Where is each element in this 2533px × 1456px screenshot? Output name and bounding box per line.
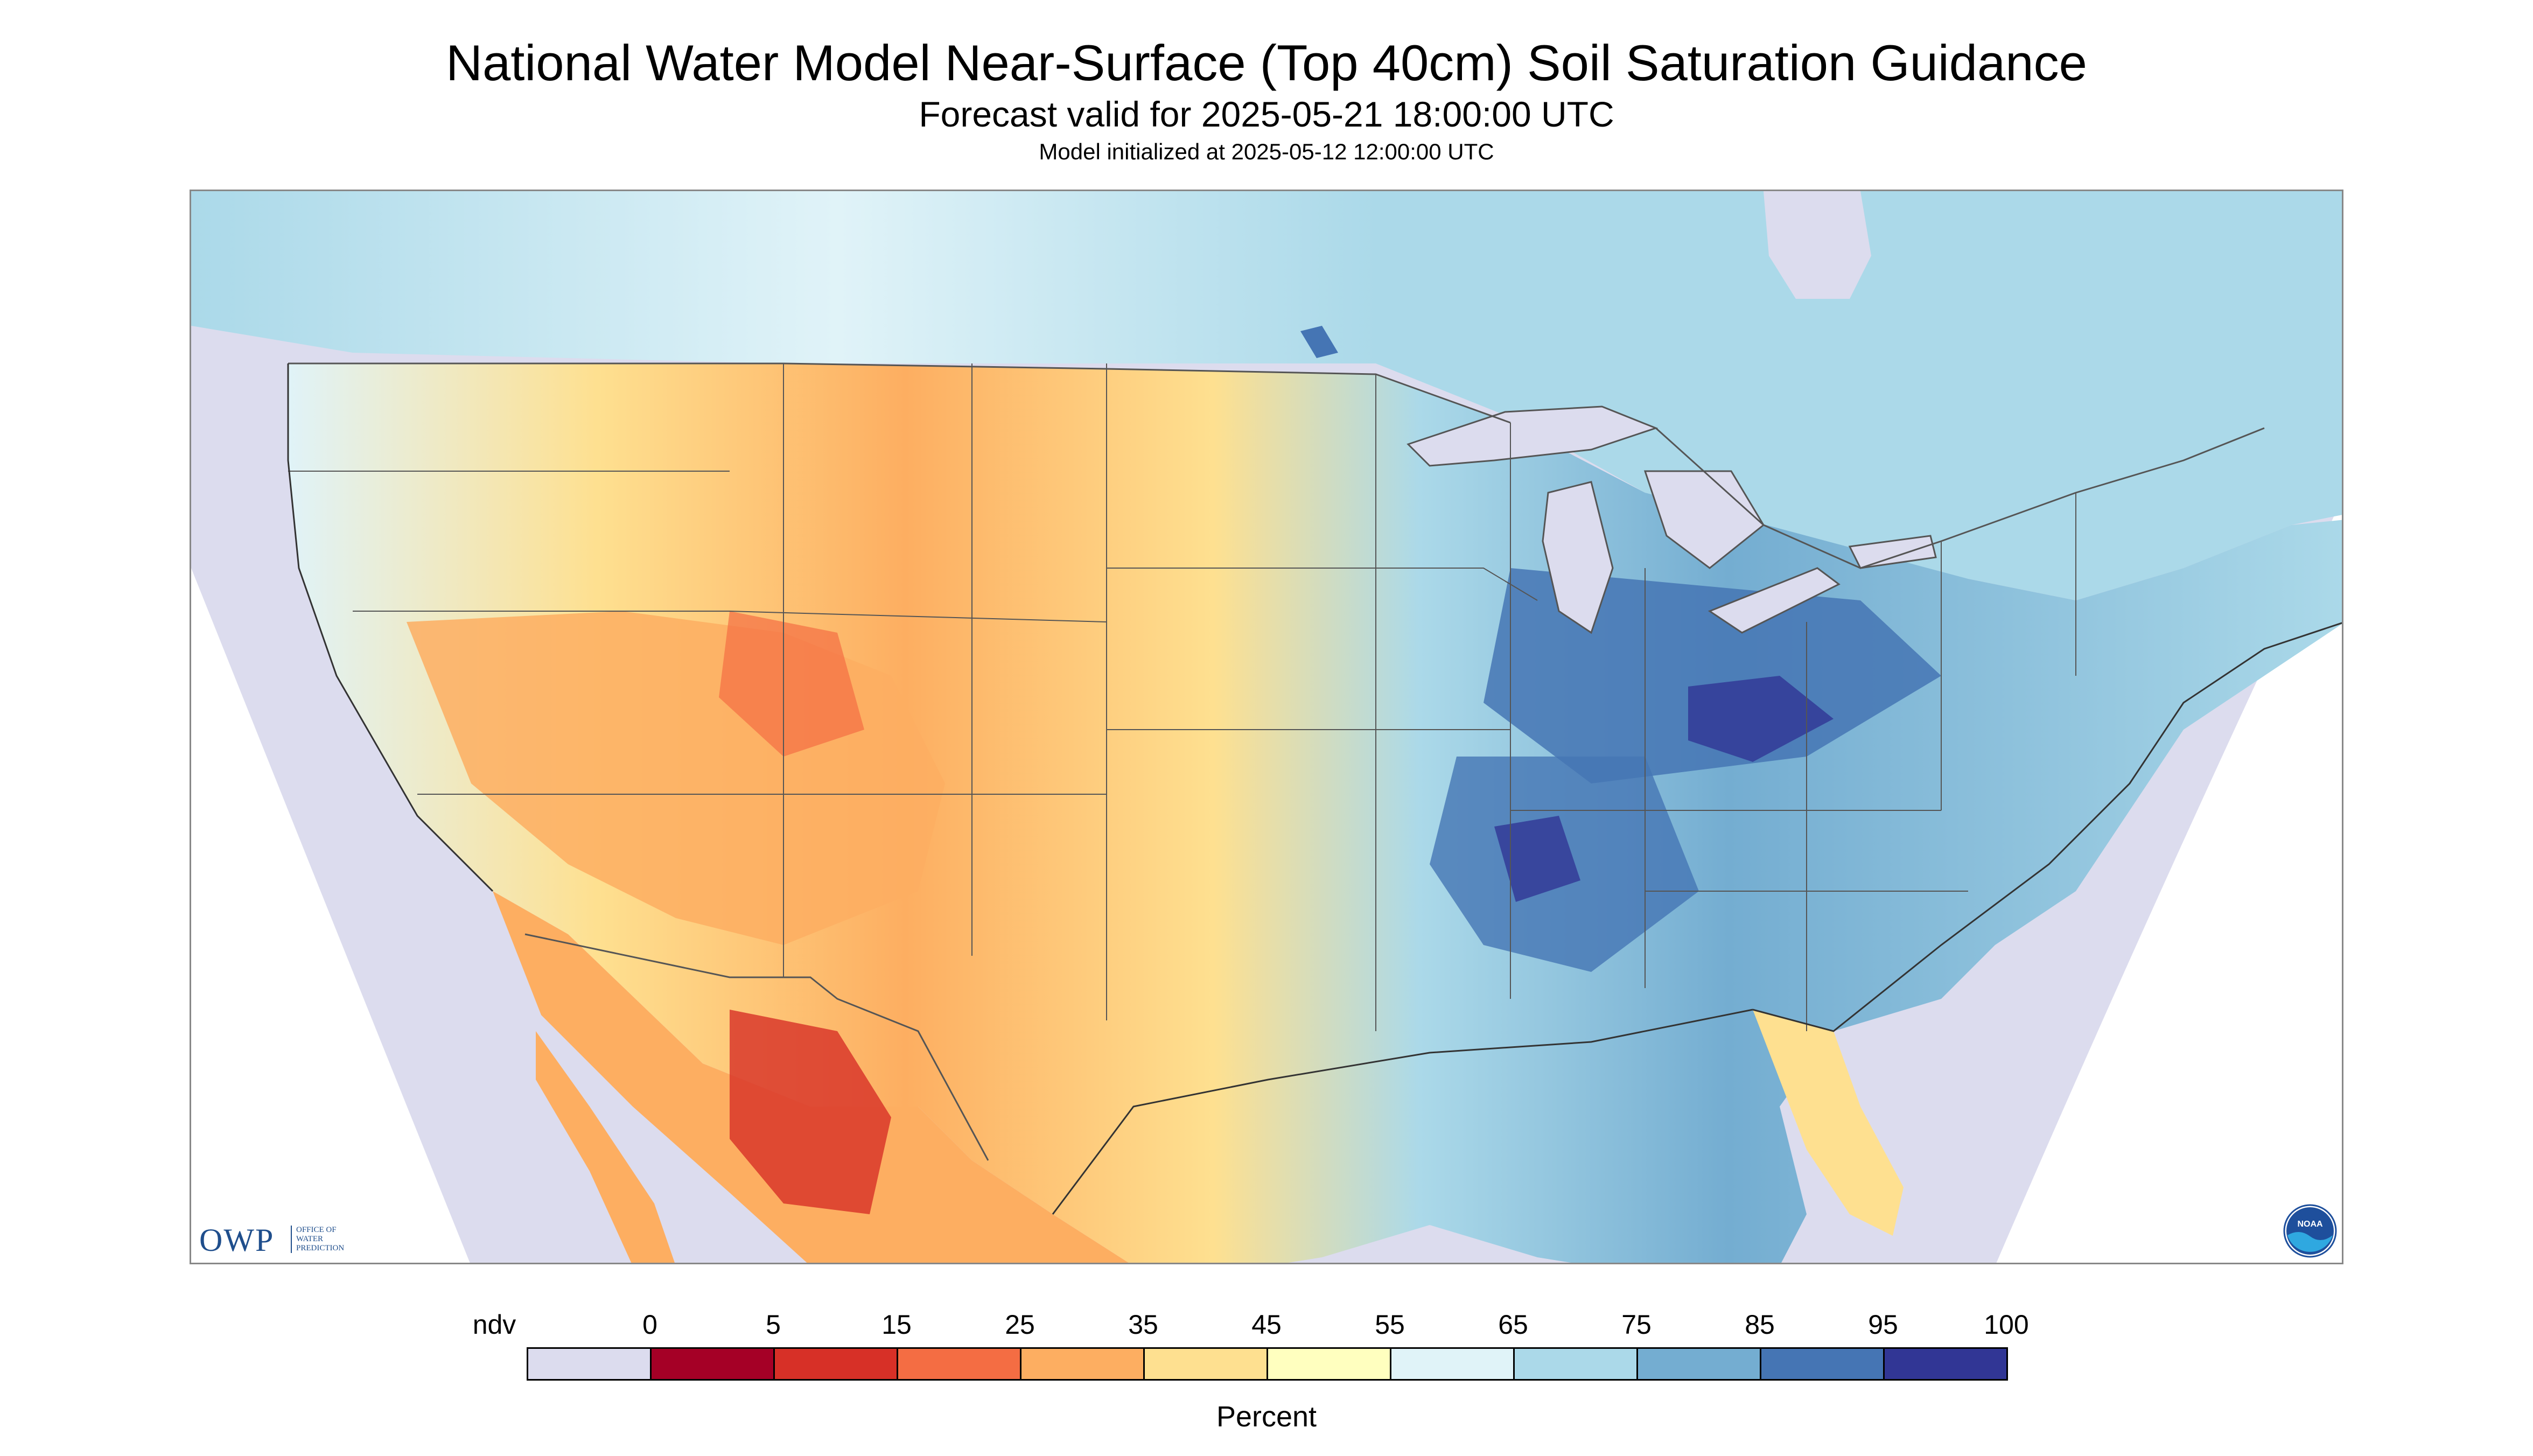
legend-swatch	[897, 1347, 1021, 1381]
legend-tick-label: 25	[1005, 1310, 1035, 1340]
gulf-coastline	[1052, 1009, 1753, 1215]
hudson-bay-patch	[1764, 191, 1871, 299]
legend-swatch	[1143, 1347, 1268, 1381]
legend-swatch	[1020, 1347, 1145, 1381]
legend-tick-label: ndv	[472, 1310, 516, 1340]
legend-swatch	[1266, 1347, 1391, 1381]
owp-logo-letters: OWP	[199, 1222, 275, 1258]
legend-swatch	[1513, 1347, 1638, 1381]
baja-peninsula	[536, 1031, 675, 1263]
west-coastline	[287, 363, 494, 892]
us-mexico-border	[524, 933, 989, 1161]
legend-tick-label: 95	[1868, 1310, 1898, 1340]
legend-tick-label: 15	[881, 1310, 912, 1340]
lake-winnipeg	[1300, 326, 1338, 358]
outside-domain-left	[191, 568, 470, 1263]
very-wet-core-south	[1494, 816, 1580, 902]
legend-tick-label: 45	[1251, 1310, 1282, 1340]
legend-swatch	[1760, 1347, 1885, 1381]
legend-tick-label: 75	[1621, 1310, 1652, 1340]
east-coastline	[1752, 622, 2342, 1032]
legend-swatch	[1883, 1347, 2008, 1381]
legend-swatch	[1636, 1347, 1761, 1381]
state-borders	[288, 363, 2076, 1031]
legend-tick-label: 35	[1128, 1310, 1158, 1340]
color-legend: ndv 0 5 15 25 35 45 55 65 75 85 95 100 Percent	[0, 1292, 2533, 1454]
very-wet-core	[1688, 676, 1834, 762]
lake-huron	[1643, 470, 1765, 569]
lake-erie	[1708, 567, 1841, 634]
legend-swatch	[1390, 1347, 1515, 1381]
map-title: National Water Model Near-Surface (Top 4…	[446, 34, 2087, 91]
lake-michigan	[1542, 481, 1614, 634]
four-corners-dry	[719, 611, 864, 757]
model-init-label: Model initialized at 2025-05-12 12:00:00…	[1039, 139, 1494, 164]
florida-peninsula	[1753, 1010, 1904, 1236]
mexico-region	[493, 891, 1129, 1263]
noaa-logo: NOAA	[2283, 1204, 2337, 1258]
mexico-dry-core	[730, 1010, 891, 1214]
legend-swatch	[773, 1347, 898, 1381]
legend-unit-label: Percent	[1216, 1401, 1317, 1433]
map-canvas	[191, 191, 2342, 1263]
legend-swatch	[650, 1347, 775, 1381]
legend-tick-label: 0	[642, 1310, 657, 1340]
legend-tick-label: 100	[1984, 1310, 2029, 1340]
lake-ontario	[1848, 535, 1937, 569]
wet-ohio-valley	[1484, 568, 1941, 783]
forecast-valid-subtitle: Forecast valid for 2025-05-21 18:00:00 U…	[919, 94, 1614, 134]
noaa-logo-text: NOAA	[2297, 1220, 2323, 1229]
soil-saturation-map	[190, 190, 2343, 1264]
legend-tick-label: 85	[1745, 1310, 1775, 1340]
lake-superior	[1407, 405, 1659, 467]
legend-tick-label: 55	[1375, 1310, 1405, 1340]
outside-domain-right	[1996, 499, 2342, 1263]
legend-swatch	[527, 1347, 652, 1381]
owp-logo-subtitle: OFFICE OF WATER PREDICTION	[291, 1226, 361, 1253]
legend-tick-label: 5	[766, 1310, 781, 1340]
legend-tick-label: 65	[1498, 1310, 1528, 1340]
